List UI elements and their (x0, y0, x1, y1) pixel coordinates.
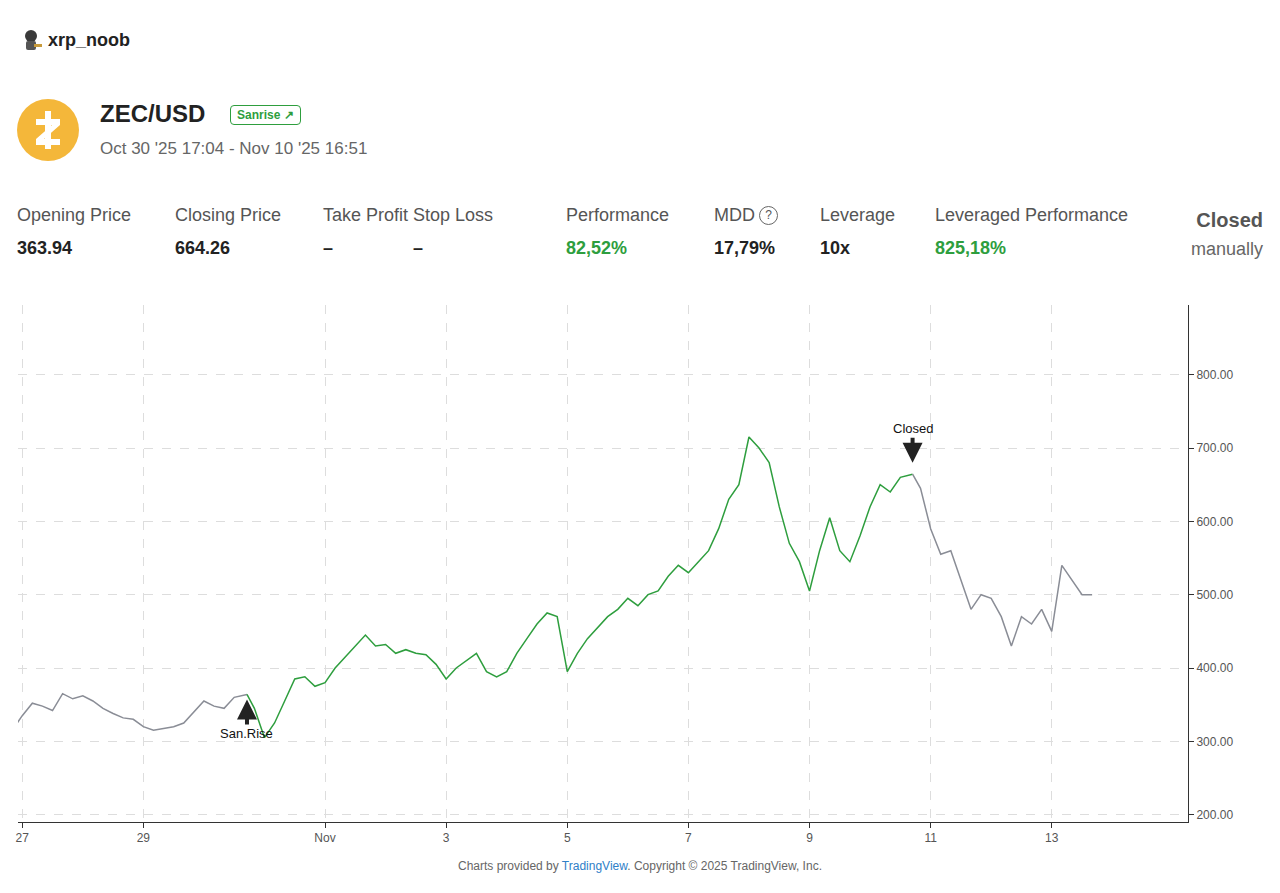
html-text:Performance: Performance (566, 205, 669, 225)
html-text:Closing Price: Closing Price (175, 205, 281, 225)
svg-text:9: 9 (806, 831, 813, 845)
html-text:MDD: MDD (714, 205, 755, 225)
html-text:Leveraged Performance: Leveraged Performance (935, 205, 1129, 225)
svg-text:700.00: 700.00 (1196, 441, 1233, 455)
html-text:Opening Price: Opening Price (17, 205, 132, 225)
html-text:363.94: 363.94 (17, 238, 73, 258)
svg-text:7: 7 (685, 831, 692, 845)
html-text:82,52%: 82,52% (566, 238, 628, 258)
html-text:Take Profit: Take Profit (323, 205, 408, 225)
svg-text:27: 27 (16, 831, 30, 845)
html-text:Sanrise ↗: Sanrise ↗ (237, 108, 294, 122)
html-text:825,18%: 825,18% (935, 238, 1007, 258)
svg-text:Closed: Closed (893, 421, 933, 436)
svg-text:5: 5 (564, 831, 571, 845)
html-text:Stop Loss: Stop Loss (413, 205, 494, 225)
html-text:Charts provided by TradingView: Charts provided by TradingView. Copyrigh… (458, 859, 822, 873)
html-text:ZEC/USD: ZEC/USD (100, 100, 206, 127)
html-text:xrp_noob: xrp_noob (48, 30, 130, 50)
svg-text:13: 13 (1045, 831, 1059, 845)
svg-text:200.00: 200.00 (1196, 808, 1233, 822)
html-text:Leverage: Leverage (820, 205, 896, 225)
svg-text:San.Rise: San.Rise (220, 726, 273, 741)
svg-text:3: 3 (443, 831, 450, 845)
svg-text:300.00: 300.00 (1196, 735, 1233, 749)
svg-text:600.00: 600.00 (1196, 515, 1233, 529)
svg-text:400.00: 400.00 (1196, 661, 1233, 675)
html-text:Closed: Closed (1196, 209, 1263, 231)
svg-text:Nov: Nov (314, 831, 335, 845)
html-text:17,79%: 17,79% (714, 238, 776, 258)
svg-text:800.00: 800.00 (1196, 368, 1233, 382)
svg-text:29: 29 (137, 831, 151, 845)
svg-text:11: 11 (924, 831, 937, 845)
html-text:manually: manually (1191, 239, 1263, 259)
html-text:Oct 30 '25 17:04 - Nov 10 '25: Oct 30 '25 17:04 - Nov 10 '25 16:51 (100, 139, 368, 158)
html-text:10x: 10x (820, 238, 850, 258)
html-text:664.26: 664.26 (175, 238, 231, 258)
svg-text:500.00: 500.00 (1196, 588, 1233, 602)
